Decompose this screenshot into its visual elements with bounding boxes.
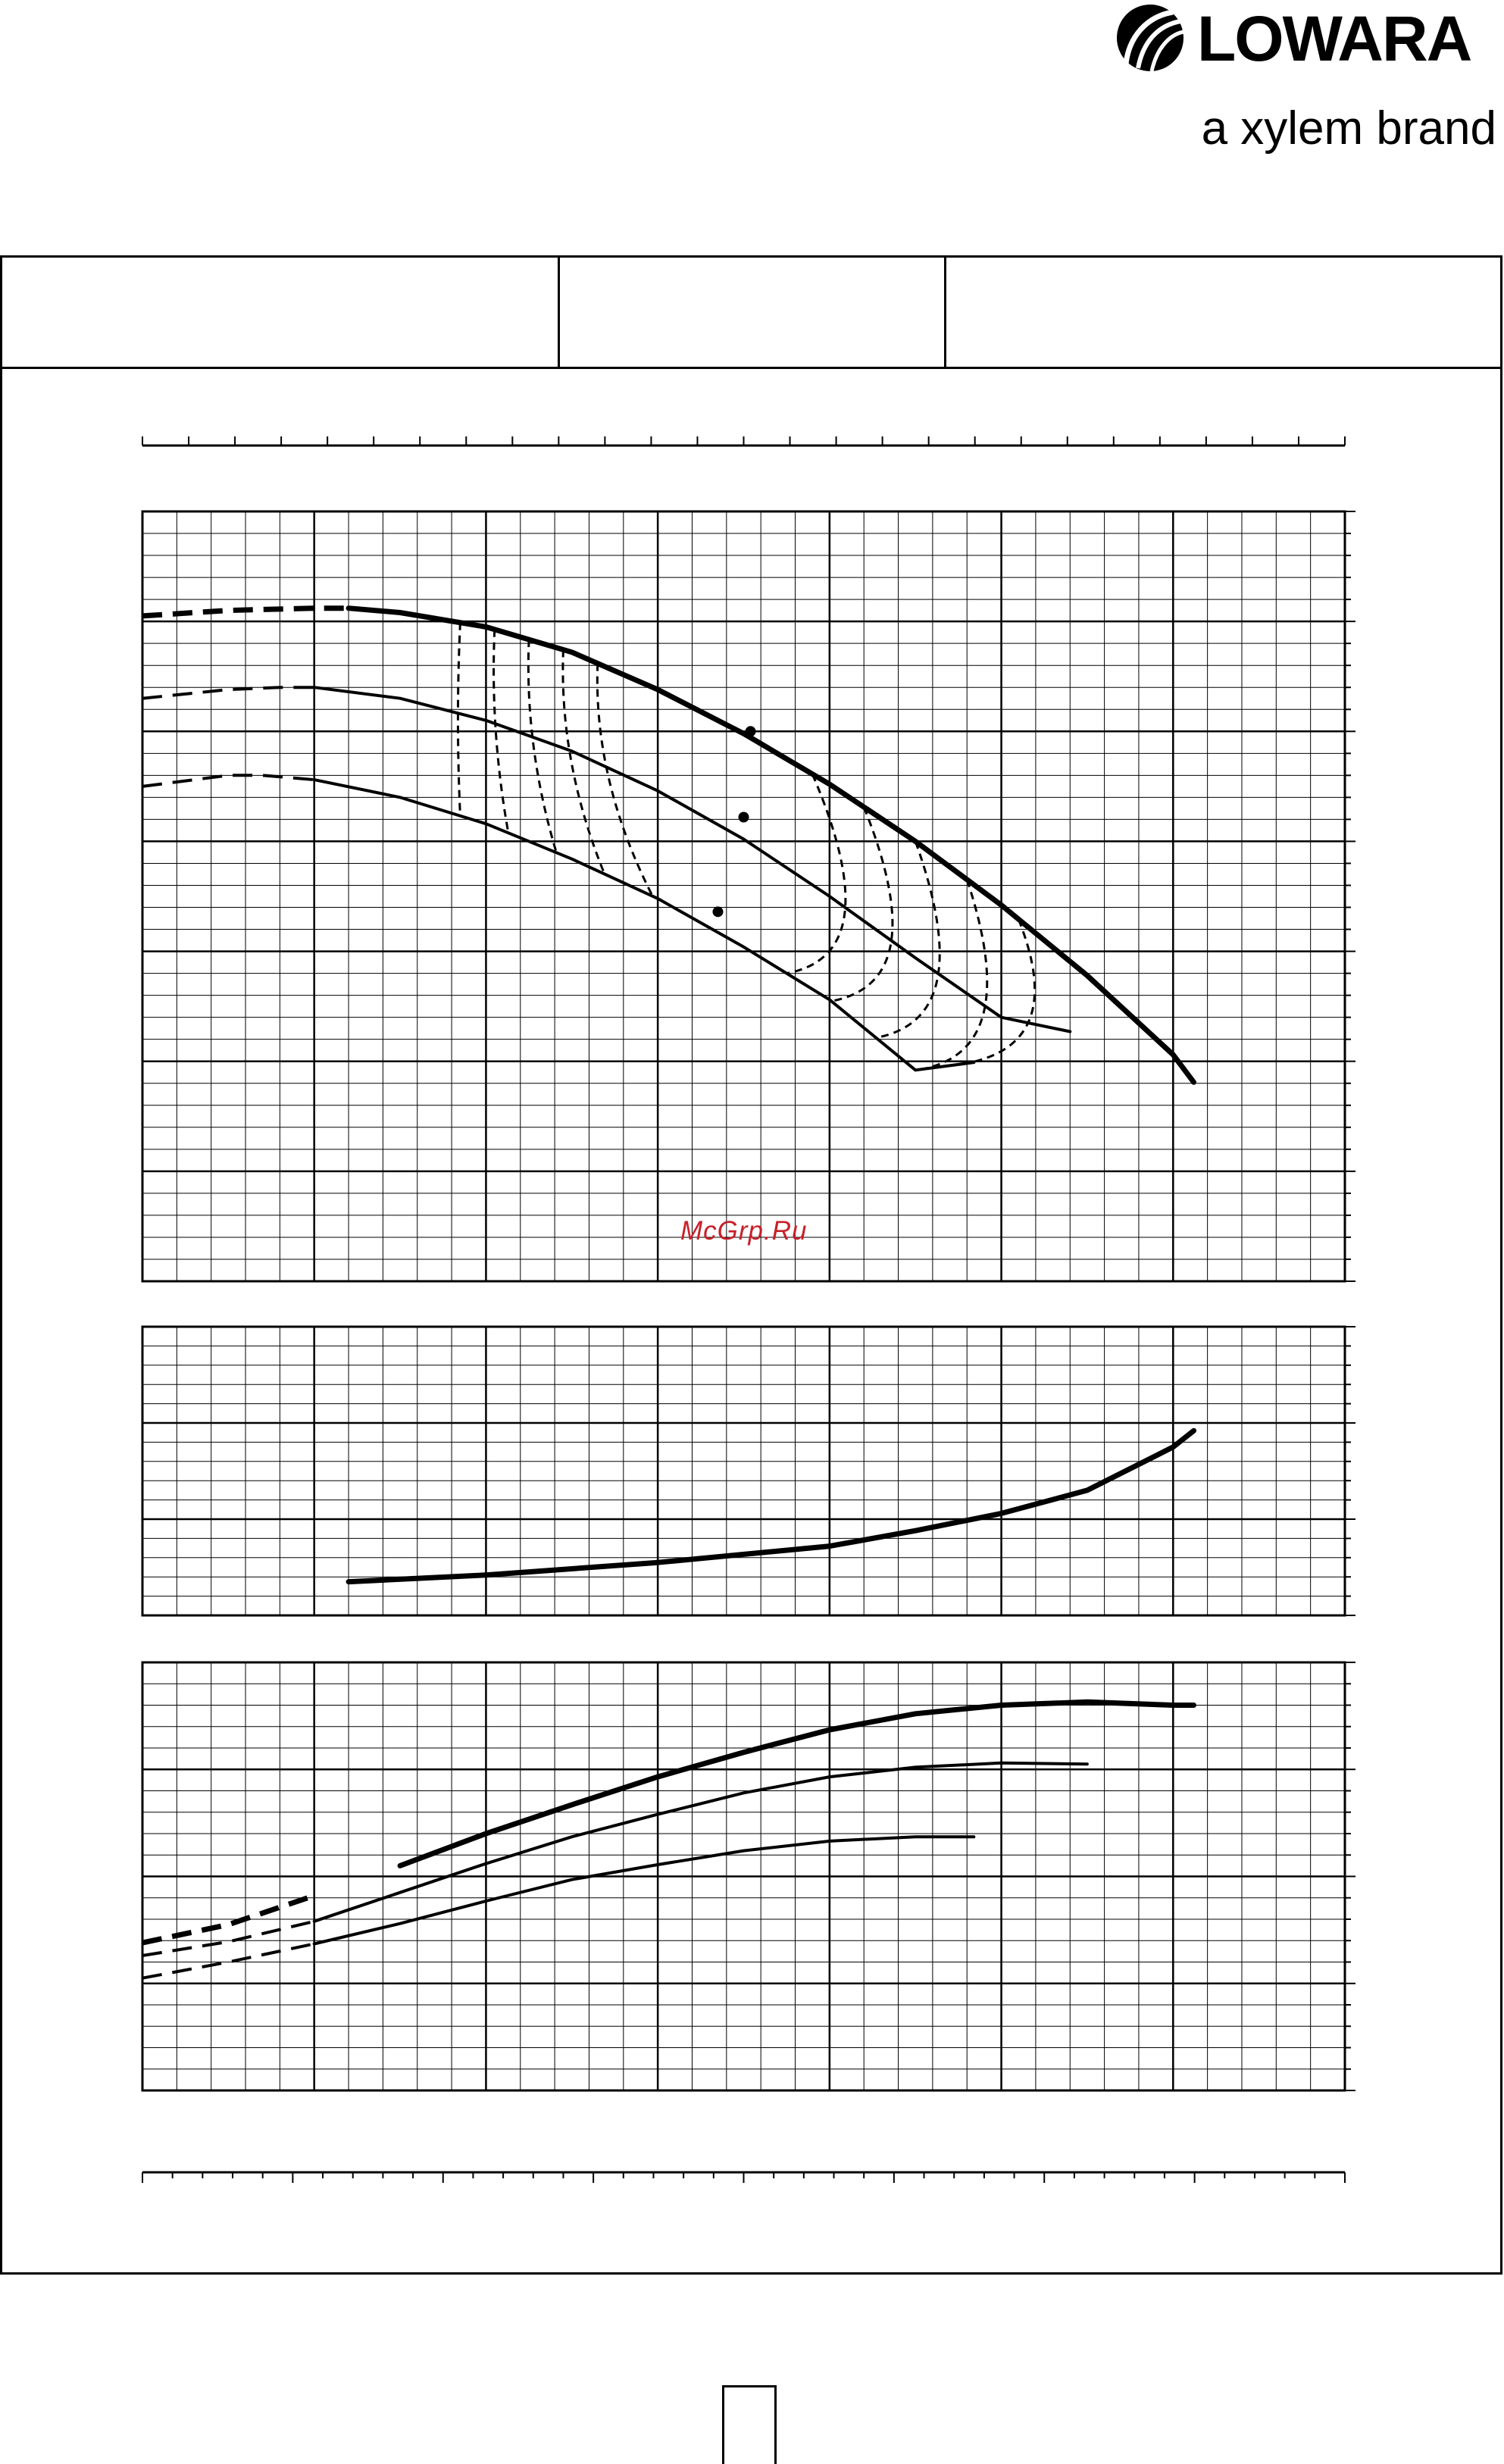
npsh-grid	[141, 1325, 1355, 1617]
iso-efficiency-curve-2	[492, 629, 510, 833]
header-cell-model	[2, 258, 560, 367]
head-curve-2	[312, 686, 1072, 1033]
iso-efficiency-curve-3	[527, 639, 558, 853]
bep-marker-2	[738, 811, 749, 823]
iso-efficiency-curve-4	[561, 649, 606, 875]
head-plot-area	[141, 510, 1346, 1283]
npsh-plot-area	[141, 1325, 1346, 1617]
iso-efficiency-curve-7	[830, 806, 894, 1002]
power-curve-1	[397, 1699, 1196, 1868]
iso-efficiency-curve-8	[875, 840, 941, 1040]
power-chart-panel	[141, 1661, 1355, 2092]
head-grid	[141, 510, 1355, 1283]
datasheet-frame	[0, 255, 1502, 2275]
lowara-logo: LOWARA a xylem brand	[1106, 0, 1504, 167]
power-curve-2	[312, 1761, 1089, 1923]
head-chart-panel	[141, 510, 1355, 1283]
head-curve-2-extension	[142, 686, 314, 700]
flow-scale-bottom	[142, 2171, 1346, 2183]
header-cell-speed	[560, 258, 946, 367]
datasheet-header-row	[2, 258, 1500, 369]
power-curve-2-extension	[142, 1919, 315, 1957]
page-number-box	[722, 2385, 777, 2464]
power-curve-3-extension	[142, 1942, 315, 1980]
brand-name: LOWARA	[1197, 3, 1471, 74]
flow-scale-top	[142, 436, 1346, 447]
brand-tagline: a xylem brand	[1202, 102, 1496, 155]
iso-efficiency-curve-10	[965, 918, 1037, 1065]
bep-marker-3	[712, 906, 724, 918]
power-curve-3	[312, 1835, 976, 1946]
head-curve-3-extension	[142, 774, 314, 788]
iso-efficiency-curve-5	[596, 663, 654, 897]
iso-efficiency-curve-6	[786, 774, 847, 975]
iso-efficiency-curve-1	[456, 622, 461, 816]
head-curve-3	[312, 778, 976, 1072]
npsh-chart-panel	[141, 1325, 1355, 1617]
iso-efficiency-curve-9	[920, 879, 989, 1071]
power-grid	[141, 1661, 1355, 2092]
bep-marker-1	[745, 726, 756, 737]
lowara-mark-icon	[1117, 5, 1184, 72]
watermark-text: McGrp.Ru	[680, 1216, 808, 1246]
head-curve-1-extension	[142, 605, 349, 619]
npsh-curve-1	[346, 1427, 1196, 1585]
power-plot-area	[141, 1661, 1346, 2092]
head-curve-1	[346, 605, 1196, 1085]
